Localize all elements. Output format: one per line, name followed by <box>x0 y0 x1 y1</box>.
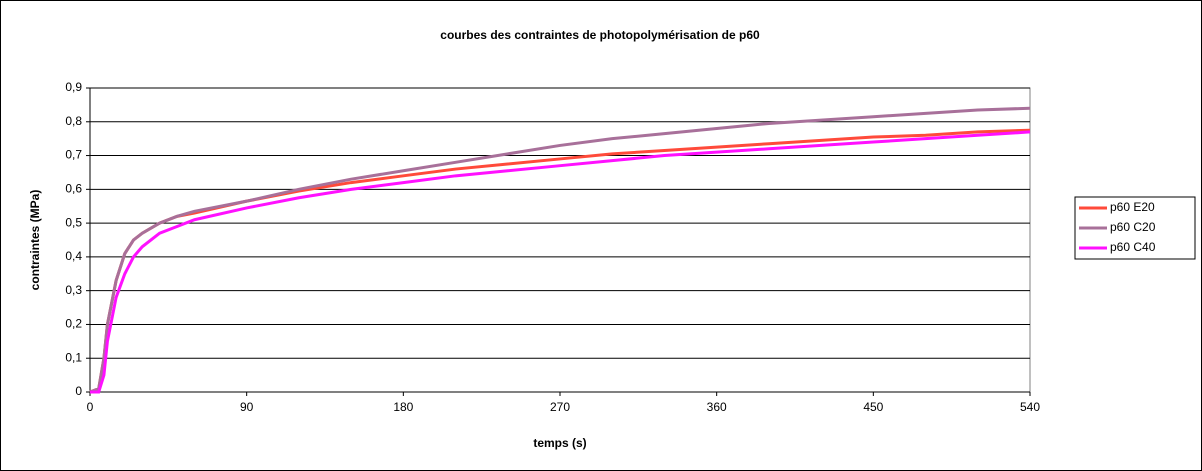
x-tick-label: 450 <box>863 400 883 414</box>
x-axis-label: temps (s) <box>533 436 586 450</box>
y-tick-label: 0,3 <box>65 283 82 297</box>
y-tick-label: 0,2 <box>65 317 82 331</box>
legend-label: p60 C40 <box>1110 240 1156 254</box>
x-tick-label: 540 <box>1020 400 1040 414</box>
x-tick-label: 0 <box>87 400 94 414</box>
y-tick-label: 0,6 <box>65 182 82 196</box>
y-tick-label: 0,5 <box>65 215 82 229</box>
plot-area <box>89 87 1031 393</box>
y-axis-label: contraintes (MPa) <box>28 190 42 291</box>
x-tick-label: 270 <box>550 400 570 414</box>
legend-label: p60 C20 <box>1110 220 1156 234</box>
y-tick-label: 0,7 <box>65 148 82 162</box>
y-tick-label: 0,9 <box>65 80 82 94</box>
y-tick-label: 0,1 <box>65 350 82 364</box>
x-tick-label: 180 <box>393 400 413 414</box>
y-tick-label: 0,4 <box>65 249 82 263</box>
series-line <box>90 130 1031 394</box>
chart-title: courbes des contraintes de photopolyméri… <box>440 28 760 42</box>
y-tick-label: 0 <box>75 384 82 398</box>
x-tick-label: 90 <box>240 400 254 414</box>
y-tick-label: 0,8 <box>65 114 82 128</box>
legend-label: p60 E20 <box>1110 200 1155 214</box>
series-line <box>89 106 1031 394</box>
x-tick-label: 360 <box>707 400 727 414</box>
